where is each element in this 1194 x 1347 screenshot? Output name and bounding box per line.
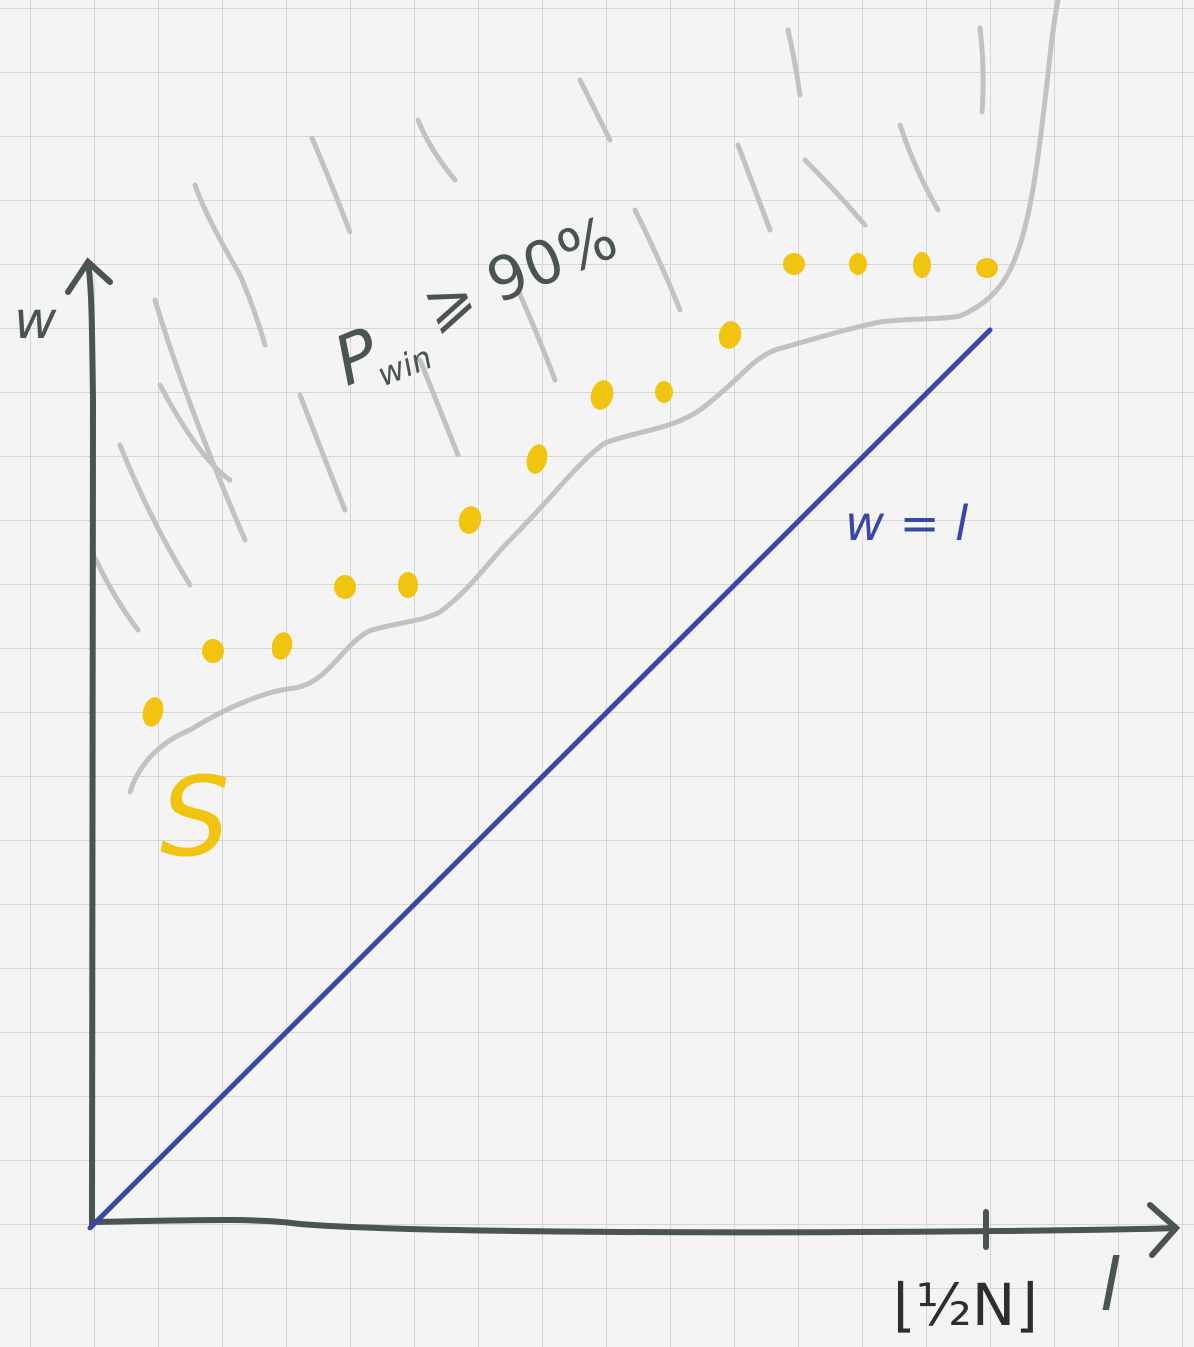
s-point — [271, 632, 293, 660]
s-point — [458, 506, 482, 534]
s-point — [590, 380, 614, 410]
hatch-region — [92, 25, 986, 633]
s-point — [849, 253, 867, 275]
s-point — [783, 253, 805, 275]
s-point — [398, 572, 418, 598]
x-tick-label: ⌊½N⌋ — [893, 1271, 1038, 1339]
s-point — [655, 381, 673, 403]
region-boundary — [127, 0, 1061, 795]
s-point — [913, 252, 931, 278]
s-point — [526, 444, 548, 474]
s-point — [202, 639, 224, 663]
y-axis-arrow — [65, 257, 113, 295]
x-axis — [89, 1217, 1178, 1236]
diagonal-label: w = l — [845, 496, 969, 552]
y-axis — [85, 259, 97, 1228]
y-axis-label: w — [14, 291, 57, 351]
diagonal-line — [87, 327, 993, 1231]
s-point — [334, 575, 356, 599]
s-point — [718, 321, 742, 349]
s-point — [976, 258, 998, 278]
set-s-points — [142, 252, 998, 727]
x-axis-arrow — [1147, 1202, 1181, 1258]
s-point — [142, 697, 164, 727]
set-label: S — [160, 753, 230, 881]
axes — [65, 257, 1181, 1258]
x-axis-label: l — [1100, 1243, 1120, 1327]
